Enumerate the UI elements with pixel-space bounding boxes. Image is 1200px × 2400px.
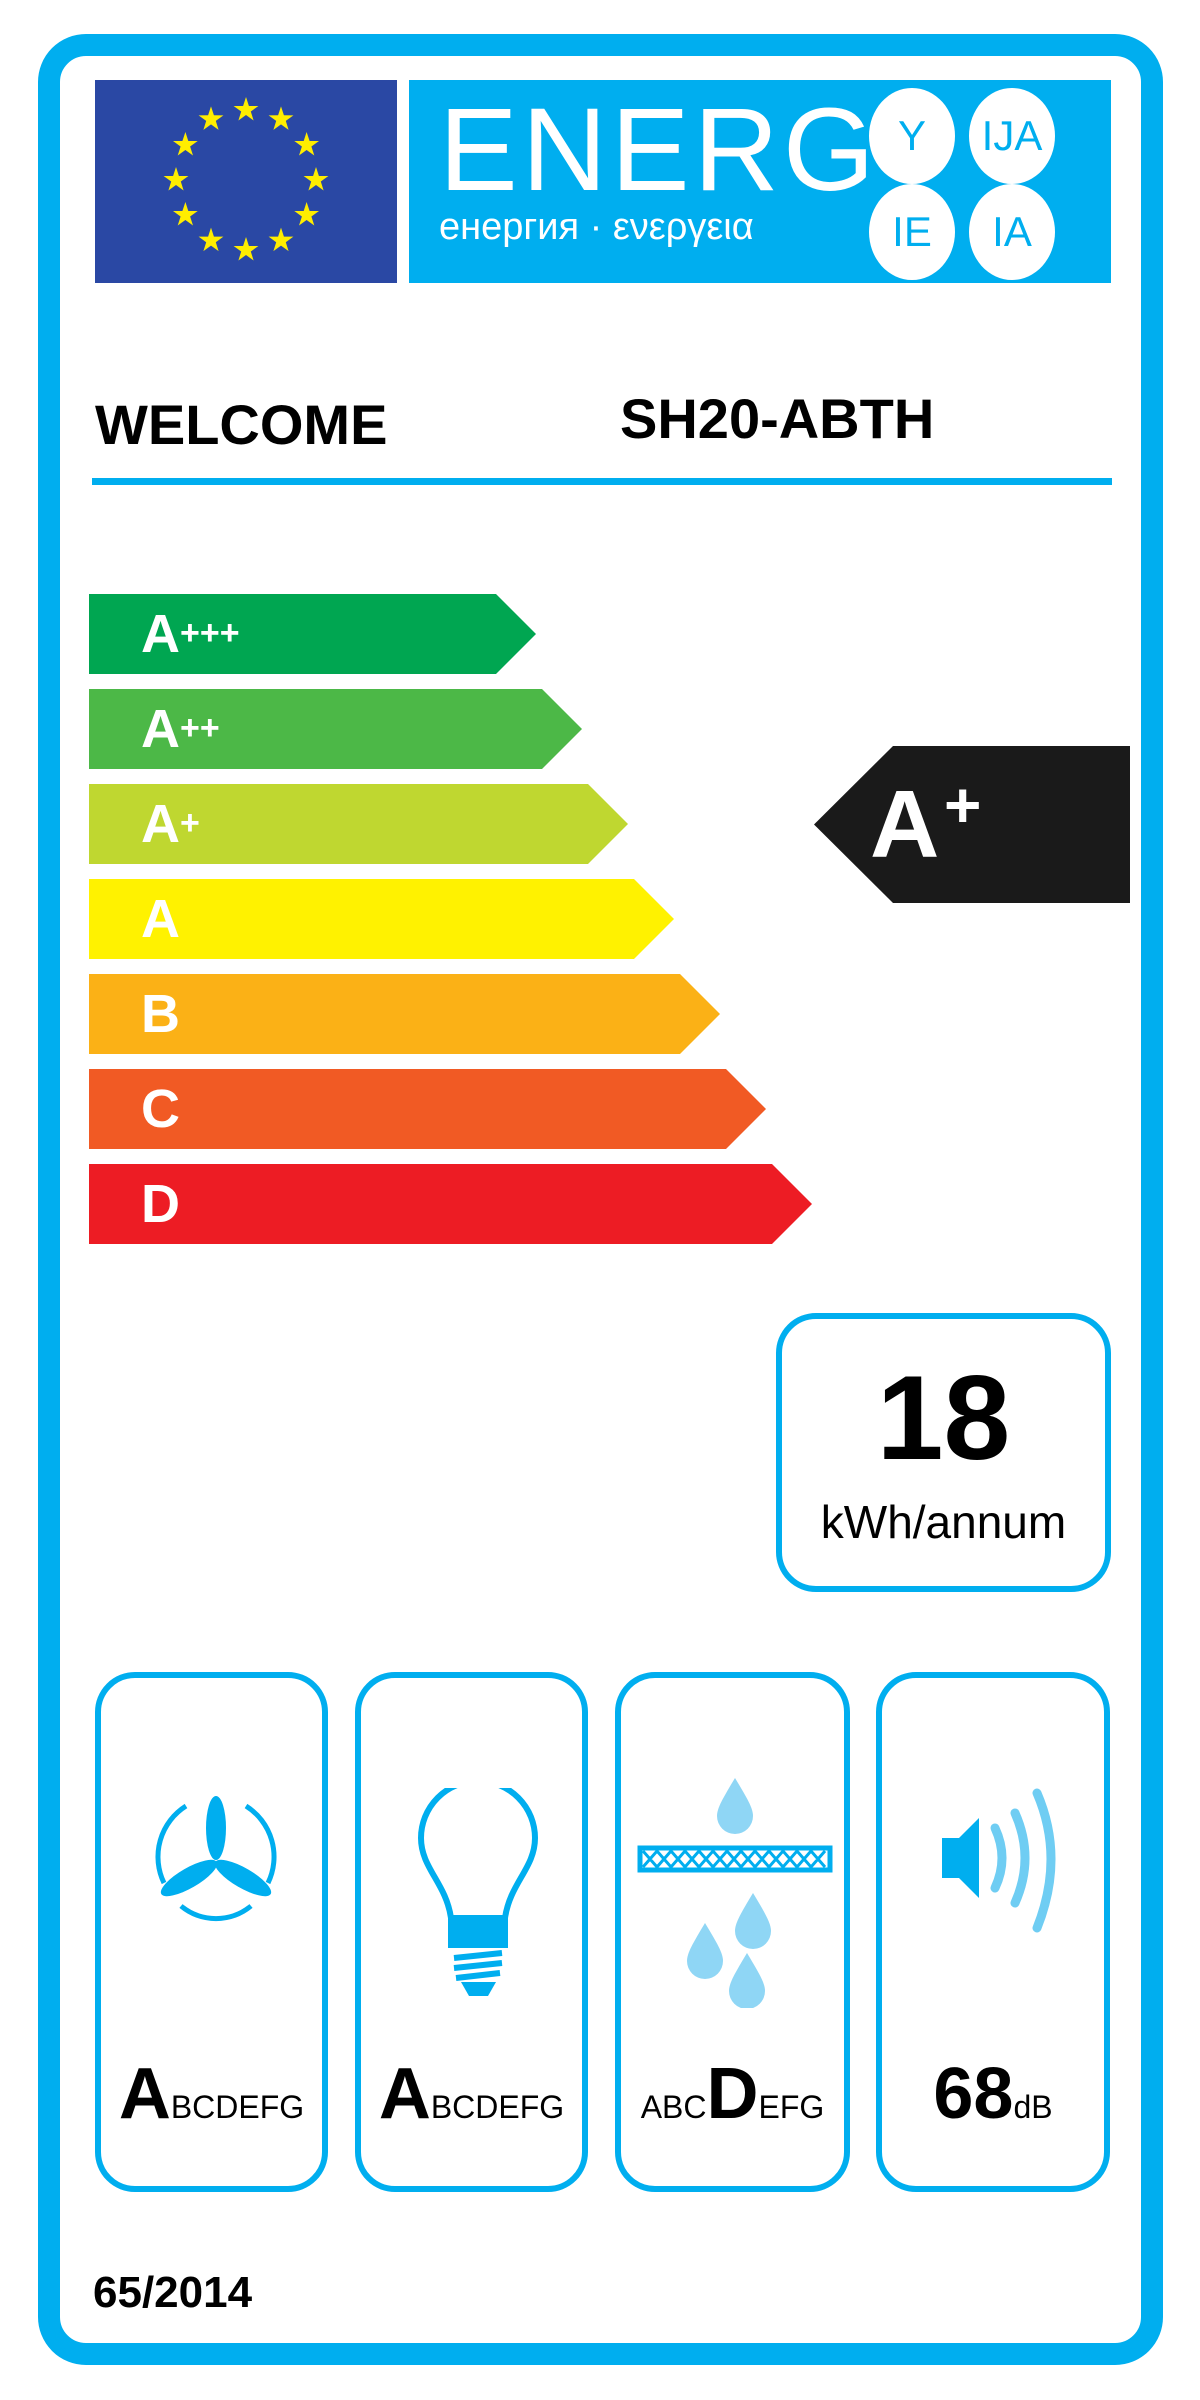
star-icon (303, 167, 329, 191)
fluid-dynamic-efficiency-box: ABCDEFG (95, 1672, 328, 2192)
star-icon (173, 202, 198, 226)
class-letter: D (141, 1174, 180, 1234)
eu-flag (95, 80, 397, 283)
energy-class-bar: C (89, 1069, 766, 1149)
lighting-class: ABCDEFG (361, 2053, 582, 2135)
class-letter: A (141, 794, 180, 854)
grease-filtering-class: ABCDEFG (621, 2053, 844, 2135)
rating-indicator: A + (814, 746, 1130, 903)
star-icon (233, 97, 259, 121)
consumption-value: 18 (876, 1351, 1011, 1485)
language-suffix: Y (869, 88, 955, 184)
energy-class-label: A (89, 889, 180, 949)
noise-level: 68dB (882, 2053, 1104, 2135)
energy-class-bar: A+ (89, 784, 628, 864)
star-icon (233, 237, 259, 261)
language-suffix: IA (969, 184, 1055, 280)
energy-class-bar: A++ (89, 689, 582, 769)
energy-class-label: A++ (89, 699, 220, 759)
energy-class-label: C (89, 1079, 180, 1139)
energy-class-label: A+ (89, 794, 200, 854)
lighting-efficiency-box: ABCDEFG (355, 1672, 588, 2192)
star-icon (268, 227, 294, 252)
energy-subtitle: енергия · ενεργεια (439, 206, 754, 248)
consumption-unit: kWh/annum (820, 1496, 1067, 1548)
light-bulb-icon (417, 1788, 539, 1996)
grease-filtering-box: ABCDEFG (615, 1672, 850, 2192)
label-frame (38, 34, 1163, 2365)
class-plus: ++ (180, 709, 220, 747)
model-identifier: SH20-ABTH (620, 387, 935, 450)
class-rest: BCDEFG (430, 2089, 565, 2125)
star-icon (198, 227, 224, 252)
energy-class-bar: A+++ (89, 594, 536, 674)
class-before: ABC (640, 2089, 707, 2125)
energy-class-label: B (89, 984, 180, 1044)
noise-box: 68dB (876, 1672, 1110, 2192)
class-letter: A (141, 889, 180, 949)
energy-class-bar: D (89, 1164, 812, 1244)
energy-banner: ENERG енергия · ενεργεια Y IJA IE IA (409, 80, 1111, 283)
noise-unit: dB (1013, 2089, 1053, 2125)
class-highlight: A (118, 2054, 171, 2134)
regulation-number: 65/2014 (93, 2268, 253, 2317)
class-highlight: A (378, 2054, 431, 2134)
energy-consumption-box: 18 kWh/annum (776, 1313, 1111, 1592)
star-icon (294, 132, 319, 156)
class-plus: + (180, 804, 200, 842)
noise-value: 68 (933, 2054, 1014, 2134)
rating-plus: + (944, 769, 982, 841)
energy-class-label: D (89, 1174, 180, 1234)
fan-icon (155, 1796, 277, 1921)
class-letter: B (141, 984, 180, 1044)
class-letter: A (141, 699, 180, 759)
class-rest: BCDEFG (170, 2089, 305, 2125)
speaker-icon (942, 1788, 1056, 1933)
eu-stars-icon (163, 97, 329, 261)
energy-class-label: A+++ (89, 604, 240, 664)
energy-class-bar: A (89, 879, 674, 959)
star-icon (294, 202, 319, 226)
class-rest: EFG (758, 2089, 825, 2125)
class-highlight: D (706, 2054, 759, 2134)
star-icon (198, 106, 224, 130)
class-plus: +++ (180, 614, 240, 652)
class-letter: A (141, 604, 180, 664)
divider (92, 478, 1112, 485)
fluid-dynamic-class: ABCDEFG (101, 2053, 322, 2135)
energy-class-bar: B (89, 974, 720, 1054)
star-icon (173, 132, 198, 156)
rating-base: A (870, 771, 940, 878)
language-suffix: IE (869, 184, 955, 280)
language-suffix: IJA (969, 88, 1055, 184)
star-icon (268, 106, 294, 130)
supplier-name: WELCOME (95, 393, 388, 456)
grease-filter-icon (637, 1778, 833, 2008)
energy-word: ENERG (439, 84, 879, 216)
class-letter: C (141, 1079, 180, 1139)
star-icon (163, 167, 189, 191)
